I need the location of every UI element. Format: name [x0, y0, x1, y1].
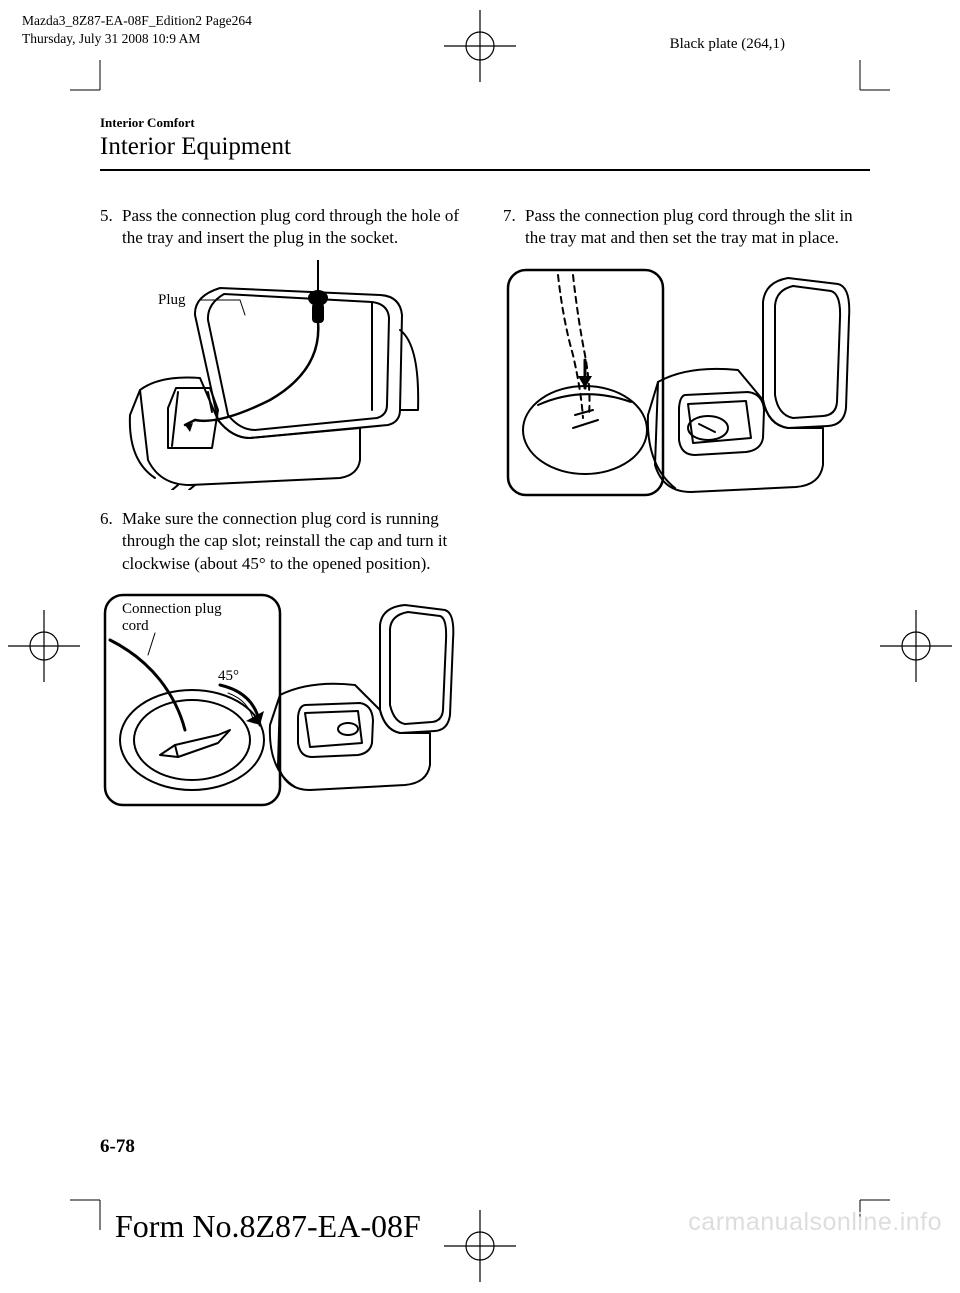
- figure-step5: Plug: [100, 260, 467, 490]
- reg-mark-left: [8, 610, 80, 682]
- columns: 5. Pass the connection plug cord through…: [100, 205, 870, 833]
- figure-step6: Connection plug cord 45°: [100, 585, 467, 815]
- content-frame: Interior Comfort Interior Equipment 5. P…: [100, 115, 870, 833]
- fig5-plug-label: Plug: [158, 292, 186, 308]
- column-right: 7. Pass the connection plug cord through…: [503, 205, 870, 833]
- page-number: 6-78: [100, 1136, 135, 1158]
- step-7: 7. Pass the connection plug cord through…: [503, 205, 870, 250]
- doc-id: Mazda3_8Z87-EA-08F_Edition2 Page264: [22, 12, 252, 30]
- step-6-text: Make sure the connection plug cord is ru…: [122, 508, 467, 575]
- crop-bl: [70, 1190, 110, 1230]
- reg-mark-top: [444, 10, 516, 82]
- column-left: 5. Pass the connection plug cord through…: [100, 205, 467, 833]
- step-5: 5. Pass the connection plug cord through…: [100, 205, 467, 250]
- crop-tl: [70, 60, 110, 100]
- reg-mark-bottom: [444, 1210, 516, 1282]
- watermark: carmanualsonline.info: [688, 1208, 942, 1237]
- step-7-text: Pass the connection plug cord through th…: [525, 205, 870, 250]
- fig6-conn-l1: Connection plug: [122, 601, 222, 617]
- black-plate-label: Black plate (264,1): [670, 36, 785, 53]
- step-6-num: 6.: [100, 508, 122, 575]
- print-header: Mazda3_8Z87-EA-08F_Edition2 Page264 Thur…: [22, 12, 252, 48]
- figure-step7: [503, 260, 870, 510]
- form-number: Form No.8Z87-EA-08F: [115, 1208, 421, 1245]
- section-label: Interior Comfort: [100, 115, 870, 131]
- fig6-conn-l2: cord: [122, 618, 149, 634]
- section-title: Interior Equipment: [100, 133, 870, 171]
- fig6-angle: 45°: [218, 668, 239, 684]
- crop-tr: [850, 60, 890, 100]
- reg-mark-right: [880, 610, 952, 682]
- step-5-num: 5.: [100, 205, 122, 250]
- doc-timestamp: Thursday, July 31 2008 10:9 AM: [22, 30, 252, 48]
- step-6: 6. Make sure the connection plug cord is…: [100, 508, 467, 575]
- step-7-num: 7.: [503, 205, 525, 250]
- step-5-text: Pass the connection plug cord through th…: [122, 205, 467, 250]
